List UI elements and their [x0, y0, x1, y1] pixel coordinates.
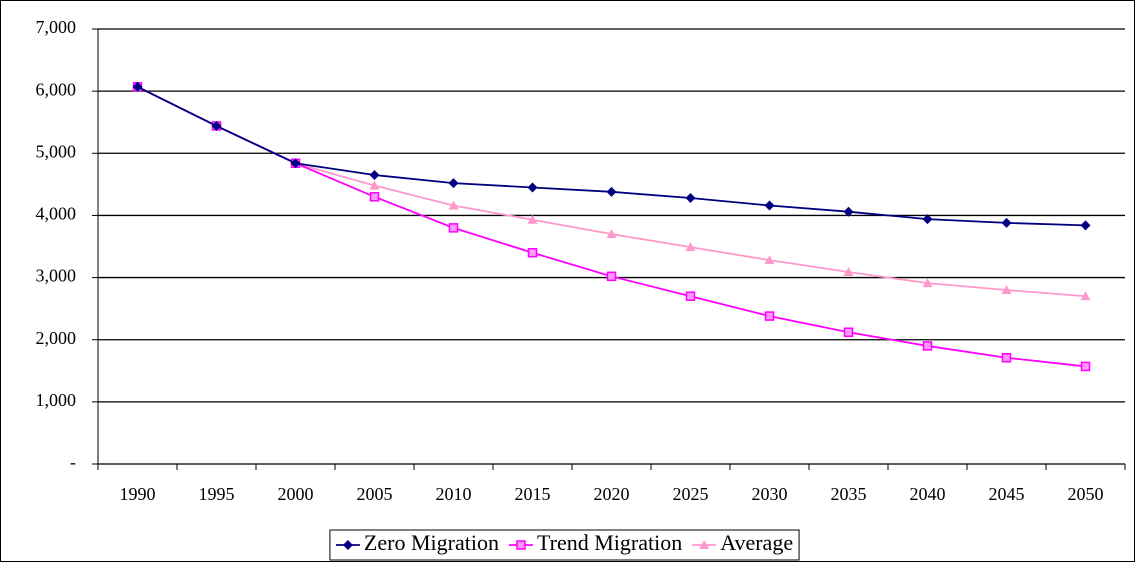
- marker: [843, 266, 854, 276]
- y-tick-label: 3,000: [36, 266, 77, 286]
- marker: [132, 81, 143, 92]
- marker: [369, 192, 380, 202]
- marker: [342, 540, 353, 550]
- y-tick-label: 7,000: [36, 17, 77, 37]
- x-tick-label: 1990: [120, 484, 156, 504]
- marker: [843, 327, 854, 338]
- x-tick-label: 2040: [910, 484, 946, 504]
- marker: [211, 120, 222, 131]
- x-tick-label: 2030: [752, 484, 788, 504]
- x-tick-label: 2035: [831, 484, 867, 504]
- marker: [699, 540, 710, 549]
- legend-label: Trend Migration: [537, 530, 682, 555]
- y-tick-label: 5,000: [36, 141, 77, 161]
- marker: [764, 311, 775, 321]
- legend-label: Zero Migration: [364, 530, 499, 555]
- y-tick-label: 2,000: [36, 328, 77, 348]
- marker: [448, 200, 459, 210]
- x-tick-label: 2045: [989, 484, 1025, 504]
- marker: [1001, 285, 1012, 294]
- x-tick-label: 2020: [594, 484, 630, 504]
- marker: [685, 193, 696, 204]
- marker: [516, 540, 526, 550]
- marker: [527, 247, 538, 258]
- legend-label: Average: [720, 530, 793, 555]
- x-tick-label: 2050: [1068, 484, 1104, 504]
- legend-box: [329, 529, 800, 561]
- marker: [1080, 361, 1091, 372]
- marker: [606, 186, 617, 197]
- y-tick-label: 1,000: [36, 390, 77, 410]
- x-tick-label: 1995: [199, 484, 235, 504]
- marker: [527, 214, 538, 224]
- marker: [1001, 217, 1012, 228]
- y-tick-label: -: [70, 452, 76, 472]
- marker: [1080, 291, 1091, 301]
- marker: [764, 255, 775, 265]
- marker: [606, 271, 617, 282]
- x-tick-label: 2025: [673, 484, 709, 504]
- marker: [448, 223, 459, 233]
- marker: [290, 158, 301, 169]
- marker: [1001, 352, 1012, 363]
- x-tick-label: 2010: [436, 484, 472, 504]
- marker: [606, 229, 617, 239]
- y-tick-label: 4,000: [36, 204, 77, 224]
- marker: [369, 170, 380, 181]
- marker: [527, 182, 538, 193]
- legend: Zero Migration Trend Migration Average: [329, 529, 800, 561]
- marker: [685, 242, 696, 252]
- x-tick-label: 2000: [278, 484, 314, 504]
- marker: [922, 214, 933, 225]
- marker: [843, 206, 854, 217]
- x-tick-label: 2005: [357, 484, 393, 504]
- marker: [1080, 220, 1091, 231]
- marker: [685, 291, 696, 301]
- y-tick-label: 6,000: [36, 79, 77, 99]
- marker: [369, 180, 380, 190]
- x-tick-label: 2015: [515, 484, 551, 504]
- marker: [764, 200, 775, 211]
- marker: [922, 341, 933, 351]
- marker: [448, 178, 459, 189]
- marker: [922, 278, 933, 288]
